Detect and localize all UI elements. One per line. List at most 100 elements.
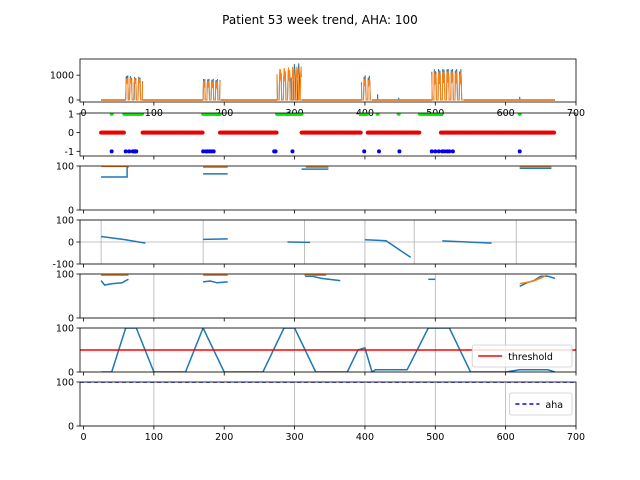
plot-area xyxy=(101,166,552,178)
x-tick-label: 500 xyxy=(426,432,444,443)
legend-box xyxy=(471,344,573,368)
state-point xyxy=(438,113,443,116)
x-tick-label: 200 xyxy=(215,432,233,443)
x-tick-label: 600 xyxy=(497,108,515,119)
panel-change: -100 0 100 xyxy=(52,216,577,271)
x-tick-label: 0 xyxy=(80,432,86,443)
state-point xyxy=(552,130,557,135)
state-point xyxy=(218,113,223,116)
panel-aha: 0 100 0 100 200 300 400 500 600 700 aha xyxy=(56,378,585,444)
state-point xyxy=(121,130,126,135)
axes-frame xyxy=(79,327,577,373)
axes-frame xyxy=(79,112,577,157)
state-point xyxy=(211,149,216,154)
state-point xyxy=(436,149,441,154)
state-point xyxy=(362,149,367,154)
series-line xyxy=(519,275,556,287)
x-tick-label: 200 xyxy=(215,108,233,119)
series-line xyxy=(203,238,228,241)
series-line xyxy=(203,280,228,284)
legend-label: threshold xyxy=(508,352,553,363)
x-tick-label: 100 xyxy=(145,108,163,119)
state-point xyxy=(417,130,422,135)
x-tick-label: 100 xyxy=(145,432,163,443)
activity-burst xyxy=(360,77,372,101)
panel-risk: 0 100 threshold xyxy=(56,324,577,379)
y-tick-label: 100 xyxy=(56,270,74,281)
panel-activity: 010000100200300400500600700 xyxy=(50,58,585,119)
axes-frame xyxy=(79,165,577,211)
state-point xyxy=(429,149,434,154)
state-point xyxy=(375,113,380,116)
series-line xyxy=(364,239,412,259)
y-tick-label: 0 xyxy=(68,206,74,217)
y-tick-label: 0 xyxy=(68,128,74,139)
state-point xyxy=(140,113,145,116)
panel-level: 0 100 xyxy=(56,162,577,217)
y-tick-label: 1 xyxy=(68,109,74,120)
legend: threshold xyxy=(471,344,573,368)
activity-burst xyxy=(125,76,144,101)
series-line xyxy=(519,274,547,285)
series-line xyxy=(100,278,129,286)
y-tick-label: 0 xyxy=(68,368,74,379)
state-point xyxy=(274,130,279,135)
series-line xyxy=(101,235,146,244)
legend-label: aha xyxy=(545,400,563,411)
y-tick-label: 100 xyxy=(56,162,74,173)
state-point xyxy=(134,149,139,154)
state-point xyxy=(109,149,114,154)
state-point xyxy=(290,149,295,154)
plot-area xyxy=(100,274,556,287)
series-line xyxy=(442,240,492,244)
activity-burst xyxy=(202,80,221,101)
y-tick-label: 100 xyxy=(56,378,74,389)
y-tick-label: 0 xyxy=(68,96,74,107)
state-point xyxy=(396,113,401,116)
y-tick-label: 100 xyxy=(56,216,74,227)
panel-state: -101 xyxy=(65,109,577,160)
axes-frame xyxy=(79,273,577,319)
x-tick-label: 700 xyxy=(567,432,585,443)
state-point xyxy=(517,149,522,154)
state-point xyxy=(447,149,452,154)
x-tick-label: 300 xyxy=(286,432,304,443)
x-tick-label: 600 xyxy=(497,432,515,443)
chart-title: Patient 53 week trend, AHA: 100 xyxy=(222,13,418,27)
state-point xyxy=(299,113,304,116)
state-point xyxy=(200,130,205,135)
legend-box xyxy=(508,392,573,416)
y-tick-label: 0 xyxy=(68,314,74,325)
activity-burst xyxy=(276,66,302,101)
axes-frame xyxy=(79,381,577,427)
state-point xyxy=(127,149,132,154)
series-line xyxy=(305,275,341,282)
x-tick-label: 0 xyxy=(80,108,86,119)
state-point xyxy=(109,113,114,116)
y-tick-label: 1000 xyxy=(50,71,74,82)
plot-area xyxy=(101,235,492,259)
state-point xyxy=(365,113,370,116)
y-tick-label: -1 xyxy=(65,147,74,158)
series-line xyxy=(101,166,129,178)
plot-area xyxy=(101,63,555,101)
state-point xyxy=(450,149,455,154)
y-tick-label: 100 xyxy=(56,324,74,335)
panel-score: 0 100 xyxy=(56,270,577,325)
state-point xyxy=(201,149,206,154)
state-point xyxy=(517,113,522,116)
state-point xyxy=(433,149,438,154)
state-point xyxy=(377,149,382,154)
state-point xyxy=(273,149,278,154)
state-point xyxy=(358,130,363,135)
y-tick-label: 0 xyxy=(68,422,74,433)
state-point xyxy=(397,149,402,154)
x-tick-label: 400 xyxy=(356,432,374,443)
plot-area xyxy=(99,113,557,154)
activity-burst xyxy=(431,71,463,101)
chart-panels: 010000100200300400500600700-1010100-1000… xyxy=(50,58,585,444)
y-tick-label: -100 xyxy=(52,260,74,271)
y-tick-label: 0 xyxy=(68,238,74,249)
legend: aha xyxy=(508,392,573,416)
